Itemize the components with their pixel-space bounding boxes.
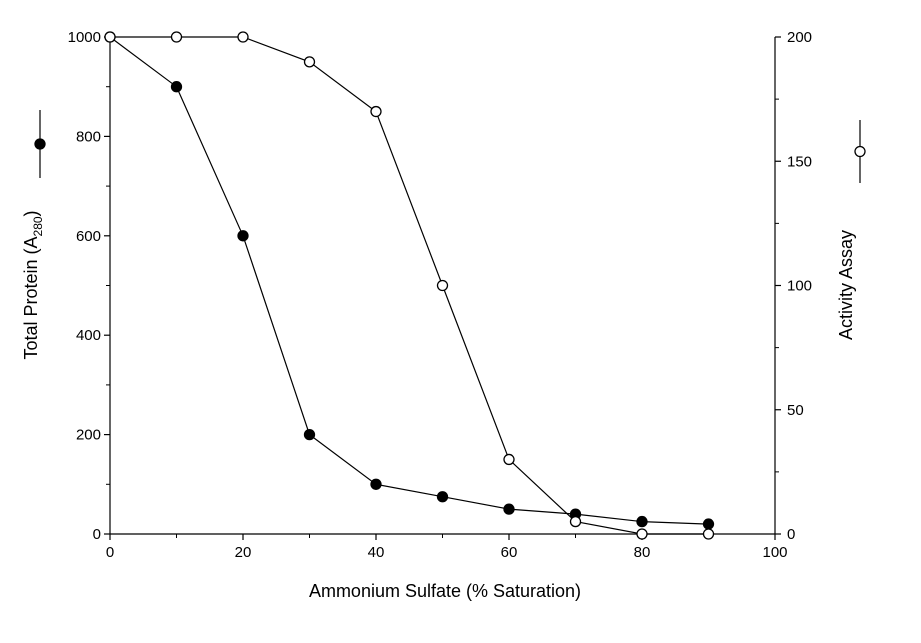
activity-data-point <box>370 105 382 118</box>
x-tick-label: 60 <box>501 544 518 561</box>
x-tick-label: 20 <box>235 544 252 561</box>
activity-data-point <box>702 528 715 540</box>
y-right-tick-label: 100 <box>787 278 812 295</box>
legend-layer <box>34 110 866 183</box>
activity-data-point <box>170 31 183 43</box>
activity-data-point <box>503 453 515 466</box>
y-axis-left-title-subscript: 280 <box>31 216 45 236</box>
protein-data-point <box>636 515 648 528</box>
activity-data-point <box>636 528 648 540</box>
protein-data-point <box>702 518 715 530</box>
protein-data-point <box>303 428 316 441</box>
y-axis-left-title-suffix: ) <box>21 210 41 216</box>
protein-data-point <box>370 478 382 490</box>
y-axis-right-title: Activity Assay <box>836 230 856 340</box>
protein-legend-marker <box>34 138 46 150</box>
activity-data-point <box>436 279 449 292</box>
x-axis-title: Ammonium Sulfate (% Saturation) <box>309 581 581 601</box>
x-tick-label: 0 <box>106 544 114 561</box>
y-right-tick-label: 50 <box>787 402 804 419</box>
activity-data-point <box>569 515 582 528</box>
y-left-tick-label: 400 <box>76 327 101 344</box>
y-right-tick-label: 150 <box>787 153 812 170</box>
labels-layer: Ammonium Sulfate (% Saturation) Total Pr… <box>21 210 856 601</box>
y-left-tick-label: 0 <box>93 526 101 543</box>
activity-data-point <box>104 31 116 43</box>
y-axis-left-title: Total Protein (A280) <box>21 210 45 359</box>
y-left-tick-label: 1000 <box>68 29 101 46</box>
x-tick-label: 40 <box>368 544 385 561</box>
protein-data-point <box>237 230 249 242</box>
x-tick-label: 80 <box>634 544 651 561</box>
protein-data-point <box>436 491 449 503</box>
activity-series-line <box>110 36 709 535</box>
y-axis-left-title-main: Total Protein (A <box>21 236 41 359</box>
series-layer <box>104 31 715 540</box>
activity-legend-marker <box>854 145 866 158</box>
protein-data-point <box>170 81 183 93</box>
activity-data-point <box>303 56 316 68</box>
protein-data-point <box>503 503 515 515</box>
y-right-tick-label: 0 <box>787 526 795 543</box>
y-left-tick-label: 800 <box>76 128 101 145</box>
y-left-tick-label: 600 <box>76 228 101 245</box>
protein-series-line <box>109 36 709 525</box>
y-right-tick-label: 200 <box>787 29 812 46</box>
y-left-tick-label: 200 <box>76 427 101 444</box>
x-tick-label: 100 <box>762 544 787 561</box>
activity-data-point <box>237 31 249 43</box>
axes-layer: 0 20 40 60 80 1000200400600800100005010015020… <box>68 29 812 561</box>
